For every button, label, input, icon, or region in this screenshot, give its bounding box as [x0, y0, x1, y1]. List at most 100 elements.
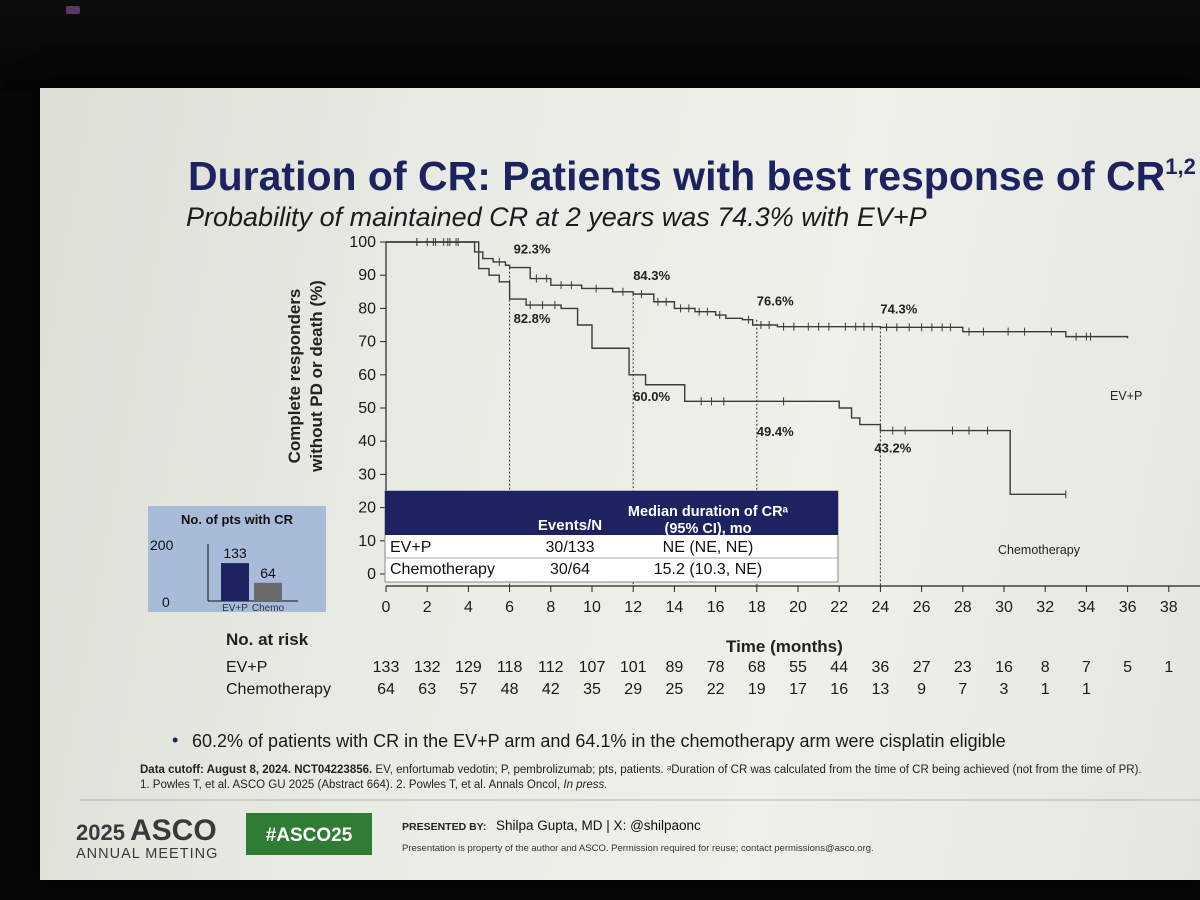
y-tick-label: 90	[358, 267, 376, 284]
at-risk-chemo-value: 17	[789, 681, 807, 698]
y-tick-label: 80	[358, 300, 376, 317]
x-tick-label: 4	[464, 599, 473, 616]
presentation-slide: Duration of CR: Patients with best respo…	[40, 88, 1200, 880]
footnote-line2: 1. Powles T, et al. ASCO GU 2025 (Abstra…	[140, 779, 607, 791]
at-risk-evp-value: 1	[1164, 659, 1173, 676]
y-axis-ticks: 0 10 20 30 40 50 60 70 80 90 100	[349, 234, 386, 583]
censor-marks	[416, 238, 1092, 499]
at-risk-evp-value: 107	[579, 659, 606, 676]
summary-table: Events/N Median duration of CRᵃ (95% CI)…	[384, 490, 839, 583]
at-risk-chemo-value: 57	[460, 681, 478, 698]
inset-bars: 133 EV+P 64 Chemo	[221, 545, 285, 614]
x-tick-label: 2	[423, 599, 432, 616]
annotation-evp: 74.3%	[880, 301, 917, 316]
x-tick-label: 28	[954, 599, 972, 616]
inset-category-evp: EV+P	[222, 603, 248, 614]
inset-ytick-0: 0	[162, 594, 170, 610]
at-risk-evp-value: 5	[1123, 659, 1132, 676]
x-tick-label: 36	[1119, 599, 1137, 616]
annotation-chemo: 82.8%	[514, 311, 551, 326]
at-risk-evp-value: 27	[913, 659, 931, 676]
at-risk-evp-value: 133	[373, 659, 400, 676]
x-tick-label: 10	[583, 599, 601, 616]
x-tick-label: 22	[830, 599, 848, 616]
at-risk-chemo-value: 9	[917, 681, 926, 698]
inset-bar-chemo	[254, 582, 282, 601]
at-risk-chemo-label: Chemotherapy	[226, 681, 331, 698]
x-tick-label: 32	[1036, 599, 1054, 616]
slide-title-superscript: 1,2	[1165, 154, 1196, 179]
at-risk-chemo-value: 19	[748, 681, 766, 698]
x-tick-label: 20	[789, 599, 807, 616]
hashtag-text: #ASCO25	[266, 825, 353, 846]
at-risk-evp-value: 44	[830, 659, 848, 676]
logo-name: ASCO	[130, 814, 217, 847]
at-risk-chemo-value: 1	[1041, 681, 1050, 698]
logo-subtitle: ANNUAL MEETING	[76, 846, 218, 862]
slide-title-text: Duration of CR: Patients with best respo…	[188, 153, 1165, 199]
y-tick-label: 10	[358, 533, 376, 550]
table-row-chemo-median: 15.2 (10.3, NE)	[654, 561, 763, 578]
annotation-chemo: 43.2%	[874, 441, 911, 456]
x-tick-label: 8	[546, 599, 555, 616]
at-risk-evp-value: 89	[666, 659, 684, 676]
bullet-point-marker: •	[172, 730, 178, 750]
at-risk-evp-value: 101	[620, 659, 647, 676]
curve-chemo	[386, 241, 1066, 496]
x-tick-label: 24	[872, 599, 890, 616]
x-tick-label: 0	[382, 599, 391, 616]
x-tick-label: 38	[1160, 599, 1178, 616]
at-risk-chemo-values: 64 63 57 48 42 35 29 25 22 19 17 16 13 9 7 3 1 1	[377, 681, 1091, 698]
table-row-evp-arm: EV+P	[390, 539, 431, 556]
x-tick-label: 6	[505, 599, 514, 616]
x-tick-label: 34	[1078, 599, 1096, 616]
at-risk-evp-label: EV+P	[226, 659, 267, 676]
table-header-median-line2: (95% CI), mo	[664, 521, 751, 537]
at-risk-evp-value: 8	[1041, 659, 1050, 676]
at-risk-chemo-value: 35	[583, 681, 601, 698]
y-tick-label: 70	[358, 334, 376, 351]
presented-by-label: PRESENTED BY:	[402, 821, 486, 833]
at-risk-chemo-value: 1	[1082, 681, 1091, 698]
bullet-point-text: 60.2% of patients with CR in the EV+P ar…	[192, 731, 1006, 751]
at-risk-chemo-value: 29	[624, 681, 642, 698]
presenter-name: Shilpa Gupta, MD | X: @shilpaonc	[496, 818, 701, 833]
at-risk-evp-value: 68	[748, 659, 766, 676]
at-risk-chemo-value: 3	[1000, 681, 1009, 698]
inset-category-chemo: Chemo	[252, 603, 285, 614]
at-risk-evp-value: 118	[497, 659, 523, 676]
y-tick-label: 0	[367, 566, 376, 583]
footnote-inpress: In press.	[563, 779, 607, 791]
curve-evp	[386, 241, 1129, 339]
at-risk-evp-value: 132	[414, 659, 441, 676]
percent-annotations: 92.3% 84.3% 76.6% 74.3% 82.8% 60.0% 49.4% 43.2%	[514, 242, 918, 456]
legend-chemo: Chemotherapy	[998, 543, 1081, 557]
at-risk-evp-value: 55	[789, 659, 807, 676]
y-tick-label: 20	[358, 500, 376, 517]
x-tick-label: 30	[995, 599, 1013, 616]
at-risk-title: No. at risk	[226, 630, 309, 649]
room-background	[0, 0, 1200, 90]
y-tick-label: 40	[358, 433, 376, 450]
projector-glint	[66, 6, 80, 14]
at-risk-evp-value: 7	[1082, 659, 1091, 676]
at-risk-chemo-value: 42	[542, 681, 560, 698]
x-tick-label: 26	[913, 599, 931, 616]
slide-subtitle: Probability of maintained CR at 2 years …	[186, 202, 927, 232]
at-risk-evp-value: 36	[872, 659, 890, 676]
footnote-line1: Data cutoff: August 8, 2024. NCT04223856…	[140, 764, 1142, 776]
y-tick-label: 30	[358, 466, 376, 483]
at-risk-chemo-value: 64	[377, 681, 395, 698]
annotation-evp: 76.6%	[757, 294, 794, 309]
y-tick-label: 50	[358, 400, 376, 417]
inset-title: No. of pts with CR	[181, 512, 294, 527]
disclaimer: Presentation is property of the author a…	[402, 843, 874, 854]
table-row-evp-median: NE (NE, NE)	[663, 539, 754, 556]
slide-title: Duration of CR: Patients with best respo…	[188, 153, 1196, 199]
at-risk-chemo-value: 22	[707, 681, 725, 698]
asco-logo: 2025 ASCO ANNUAL MEETING	[76, 814, 218, 862]
hashtag-badge	[246, 813, 372, 855]
inset-bar-evp	[221, 563, 249, 601]
table-header-median-line1: Median duration of CRᵃ	[628, 504, 789, 520]
x-tick-label: 14	[666, 599, 684, 616]
